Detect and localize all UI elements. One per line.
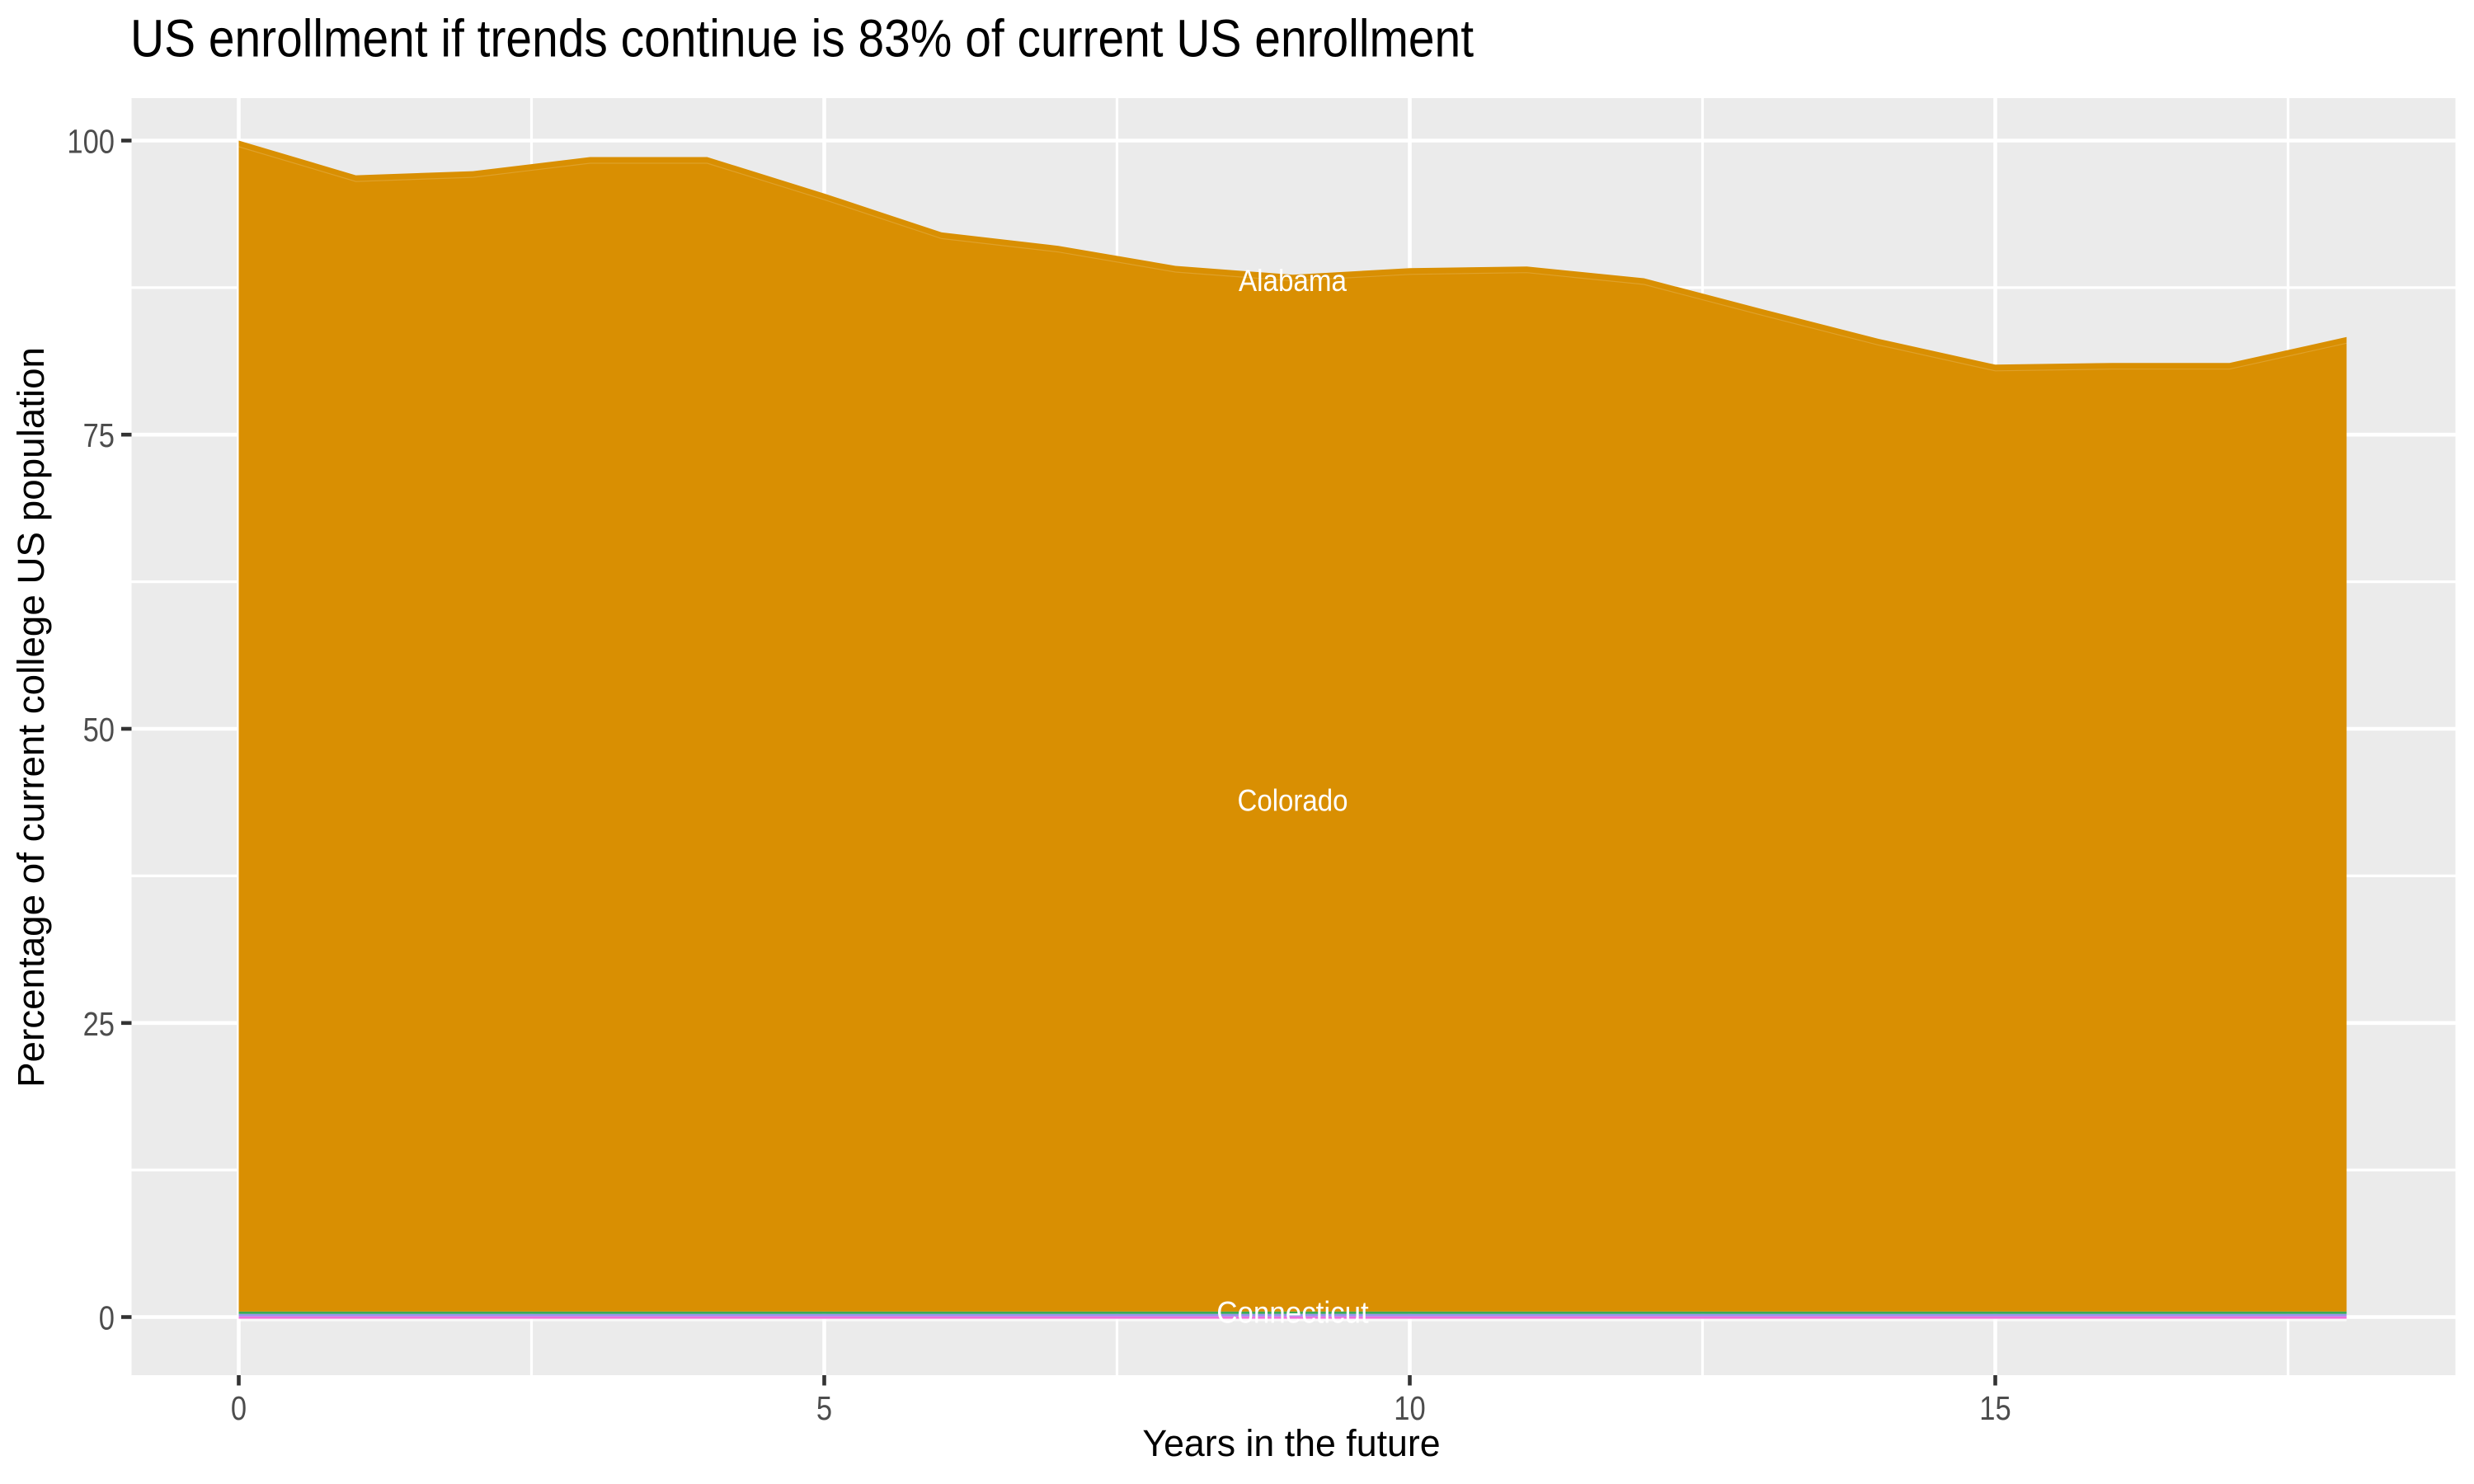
svg-text:0: 0 — [99, 1299, 115, 1337]
svg-text:50: 50 — [83, 711, 115, 749]
svg-text:15: 15 — [1979, 1389, 2011, 1427]
svg-text:Years in the future: Years in the future — [1142, 1422, 1440, 1464]
svg-text:25: 25 — [83, 1005, 115, 1043]
svg-text:75: 75 — [83, 416, 115, 454]
svg-text:100: 100 — [67, 123, 115, 161]
svg-text:Alabama: Alabama — [1239, 264, 1347, 298]
svg-text:Colorado: Colorado — [1238, 784, 1348, 818]
svg-text:Percentage of current college: Percentage of current college US populat… — [10, 347, 52, 1087]
svg-text:Connecticut: Connecticut — [1216, 1296, 1369, 1330]
svg-text:0: 0 — [231, 1389, 247, 1427]
svg-text:5: 5 — [816, 1389, 832, 1427]
svg-text:US enrollment if trends contin: US enrollment if trends continue is 83% … — [130, 9, 1474, 68]
svg-text:10: 10 — [1394, 1389, 1425, 1427]
